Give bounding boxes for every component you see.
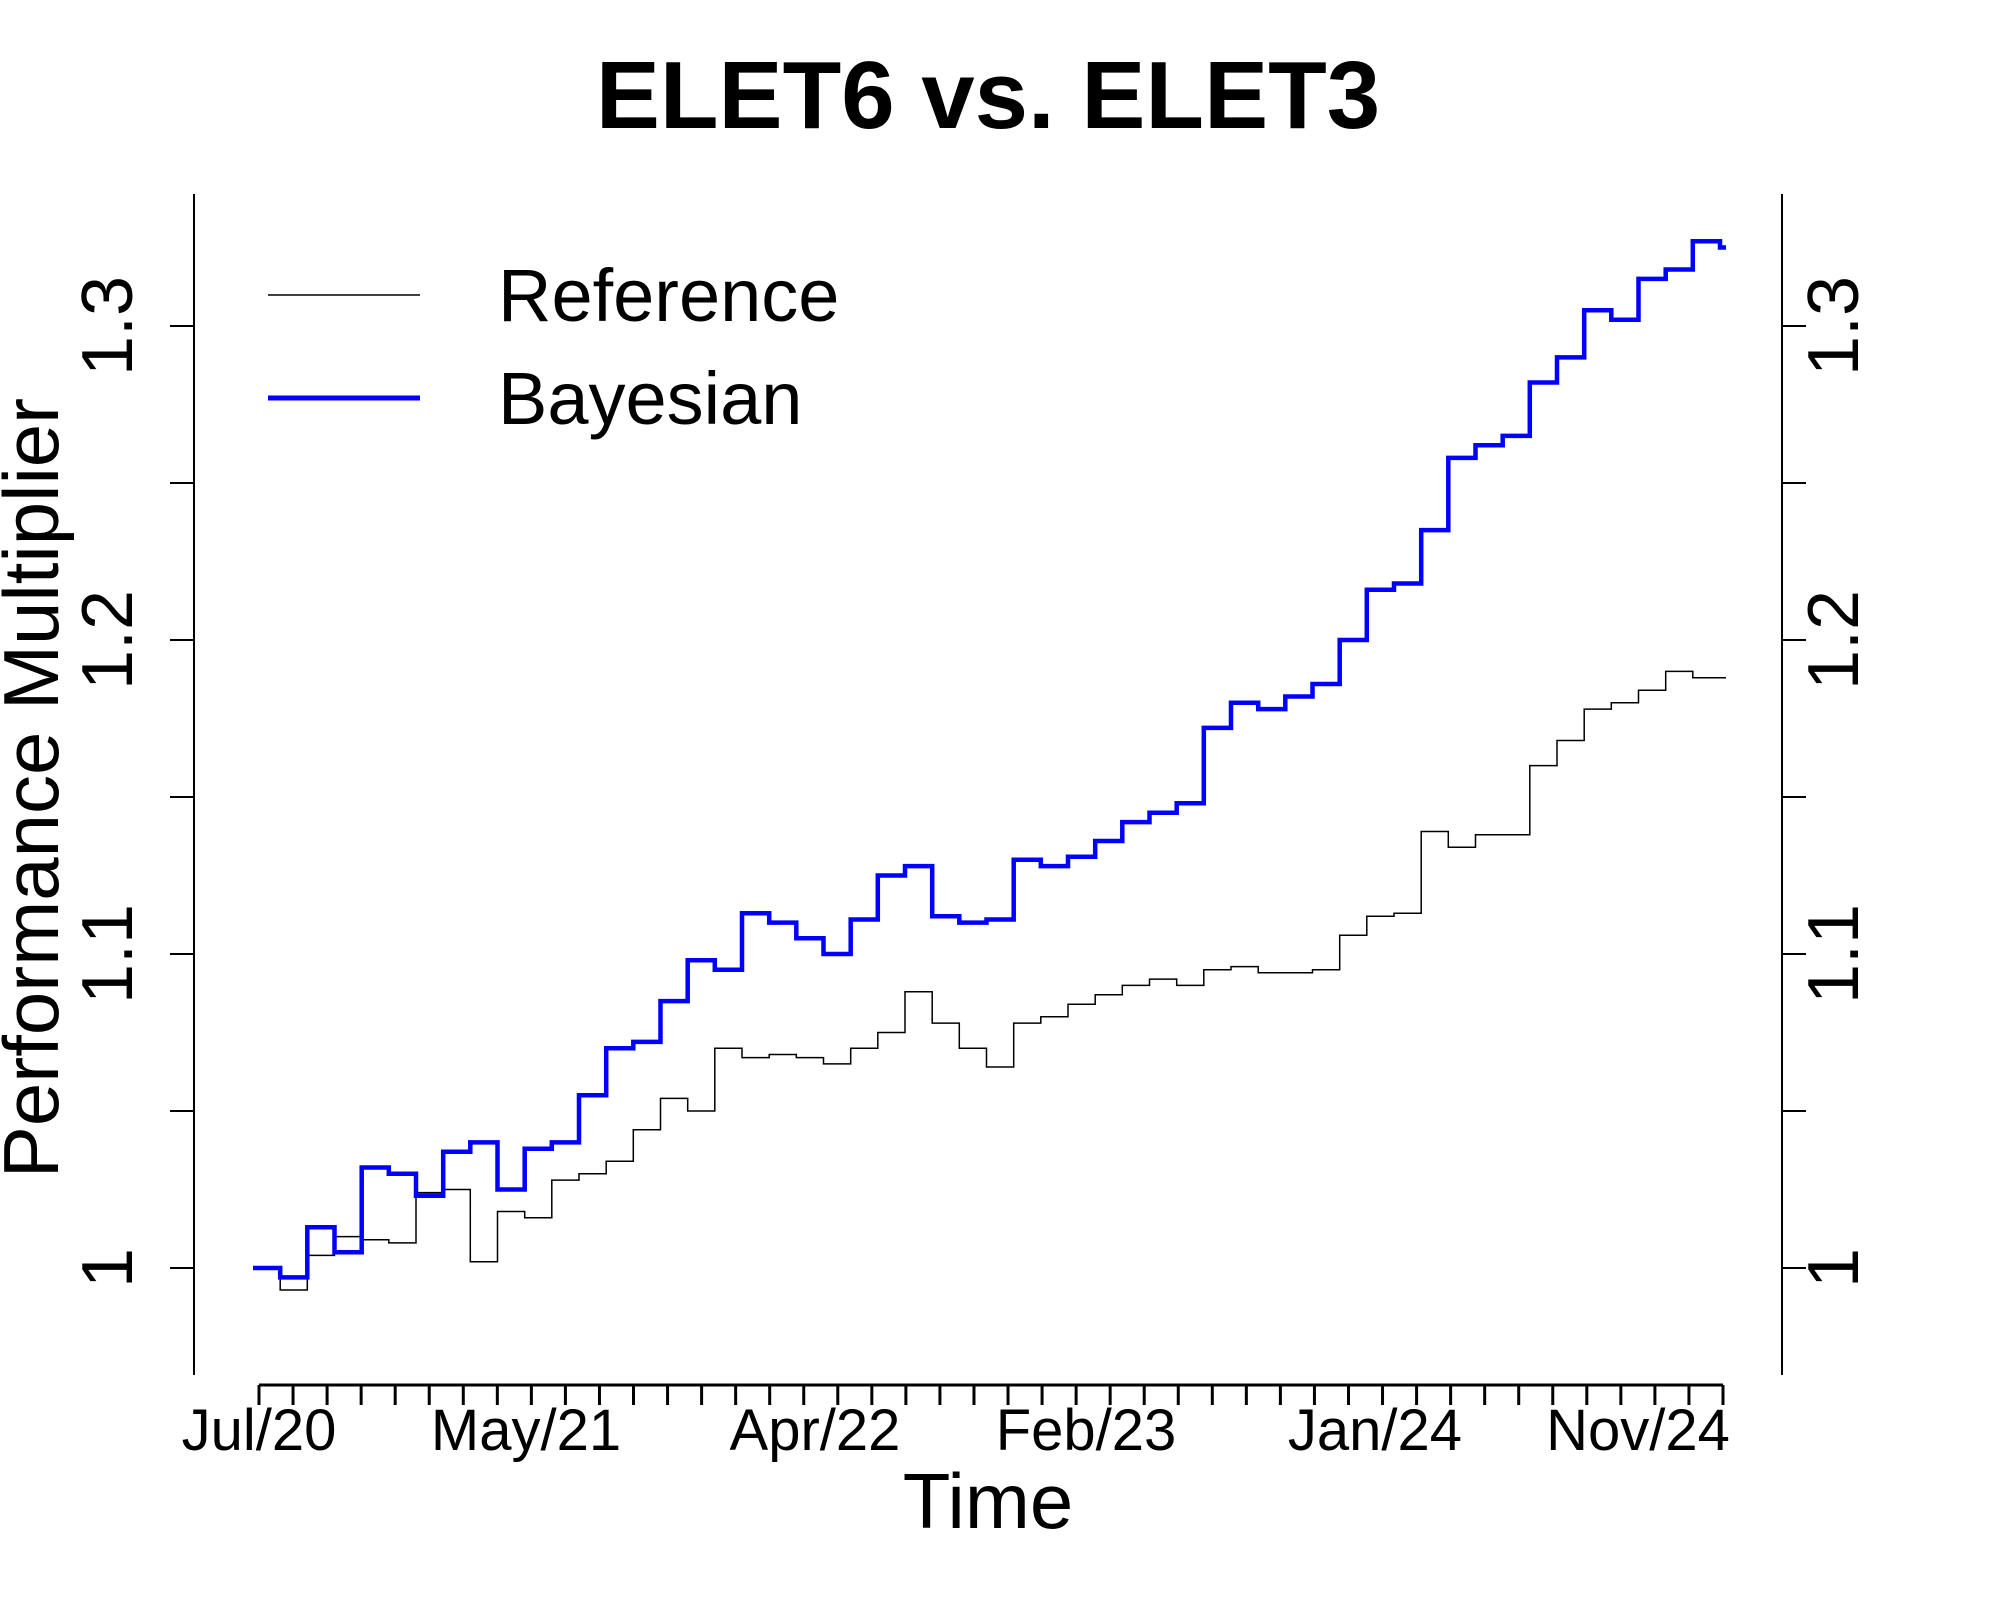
- y-tick-label-left: 1.2: [68, 590, 148, 690]
- legend-label-reference: Reference: [498, 254, 839, 337]
- legend-label-bayesian: Bayesian: [498, 357, 802, 440]
- series-line-reference: [253, 670, 1726, 1291]
- plot-series: [253, 238, 1726, 1291]
- x-tick-label: Feb/23: [996, 1398, 1177, 1463]
- y-tick-label-left: 1: [68, 1248, 148, 1288]
- y-tick-label-left: 1.3: [68, 276, 148, 376]
- y-tick-label-right: 1.2: [1794, 590, 1874, 690]
- series-line-bayesian: [253, 238, 1726, 1280]
- x-tick-label: Apr/22: [730, 1398, 901, 1463]
- y-tick-label-right: 1: [1794, 1248, 1874, 1288]
- x-tick-label: Jan/24: [1288, 1398, 1462, 1463]
- x-tick-label: May/21: [431, 1398, 621, 1463]
- chart-title: ELET6 vs. ELET3: [596, 42, 1380, 149]
- y-tick-label-right: 1.3: [1794, 276, 1874, 376]
- y-axis-title: Performance Multiplier: [0, 398, 75, 1178]
- x-axis-title: Time: [903, 1457, 1073, 1545]
- x-axis-ticks: Jul/20 May/21 Apr/22 Feb/23 Jan/24 Nov/24: [182, 1385, 1730, 1463]
- x-tick-label: Nov/24: [1546, 1398, 1730, 1463]
- x-tick-label: Jul/20: [182, 1398, 337, 1463]
- y-axis-ticks: 1 1 1.1 1.1 1.2 1.2 1.3 1.3: [68, 276, 1874, 1288]
- legend: Reference Bayesian: [268, 254, 839, 440]
- y-tick-label-right: 1.1: [1794, 904, 1874, 1004]
- y-tick-label-left: 1.1: [68, 904, 148, 1004]
